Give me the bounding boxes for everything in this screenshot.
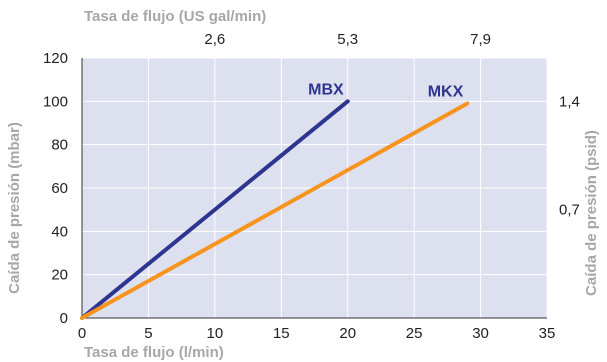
x-tick-label: 10: [207, 325, 224, 342]
x-axis-title: Tasa de flujo (l/min): [84, 344, 224, 361]
x-tick-label: 20: [339, 325, 356, 342]
series-line-mkx: [80, 101, 470, 320]
y-tick-label: 100: [43, 93, 68, 110]
right-tick-label: 1,4: [559, 93, 580, 110]
y-tick-label: 80: [51, 137, 68, 154]
series-labels: MBX MKX: [308, 81, 463, 100]
top-tick-label: 5,3: [337, 31, 358, 48]
x-tick-label: 35: [539, 325, 556, 342]
x-axis-ticks: 0 5 10 15 20 25 30 35: [78, 325, 556, 342]
right-axis-ticks: 1,4 0,7: [559, 93, 580, 218]
x-tick-label: 0: [78, 325, 86, 342]
series-label-mbx: MBX: [308, 81, 344, 98]
y-tick-label: 120: [43, 50, 68, 67]
y-tick-label: 0: [60, 310, 68, 327]
series-lines: [80, 99, 470, 320]
x-tick-label: 30: [472, 325, 489, 342]
y-tick-label: 40: [51, 223, 68, 240]
y-tick-label: 60: [51, 180, 68, 197]
y-axis-ticks: 0 20 40 60 80 100 120: [43, 50, 68, 327]
x-tick-label: 5: [144, 325, 152, 342]
y-tick-label: 20: [51, 267, 68, 284]
series-line-mbx: [80, 99, 350, 320]
x-tick-label: 15: [273, 325, 290, 342]
right-tick-label: 0,7: [559, 202, 580, 219]
top-tick-label: 7,9: [470, 31, 491, 48]
top-axis-ticks: 2,6 5,3 7,9: [204, 31, 491, 48]
y-axis-title: Caída de presión (mbar): [6, 122, 23, 294]
top-axis-title: Tasa de flujo (US gal/min): [84, 8, 266, 25]
x-tick-label: 25: [406, 325, 423, 342]
series-label-mkx: MKX: [428, 84, 464, 101]
right-axis-title: Caída de presión (psid): [583, 130, 600, 296]
top-tick-label: 2,6: [204, 31, 225, 48]
